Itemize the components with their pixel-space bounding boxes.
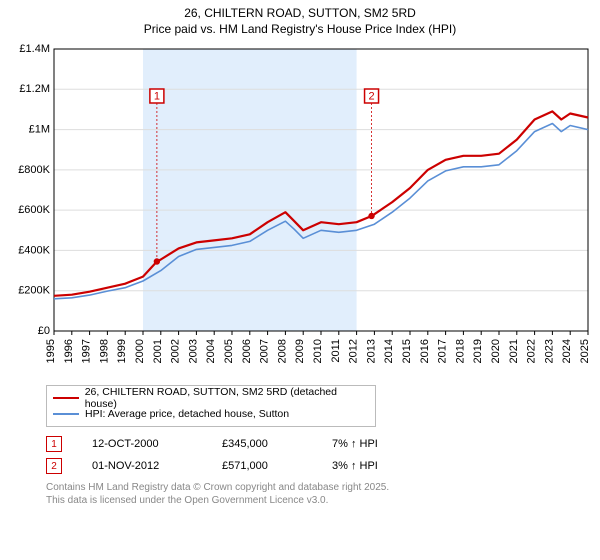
event-date: 01-NOV-2012 bbox=[92, 460, 192, 472]
event-delta: 3% ↑ HPI bbox=[332, 460, 378, 472]
svg-text:£800K: £800K bbox=[18, 164, 50, 176]
event-date: 12-OCT-2000 bbox=[92, 438, 192, 450]
svg-text:2016: 2016 bbox=[419, 339, 431, 363]
title-line2: Price paid vs. HM Land Registry's House … bbox=[8, 22, 592, 38]
svg-text:2010: 2010 bbox=[312, 339, 324, 363]
svg-text:1997: 1997 bbox=[81, 339, 93, 363]
attribution: Contains HM Land Registry data © Crown c… bbox=[46, 481, 592, 507]
svg-text:£400K: £400K bbox=[18, 245, 50, 257]
legend-label: 26, CHILTERN ROAD, SUTTON, SM2 5RD (deta… bbox=[85, 386, 369, 410]
legend-item: 26, CHILTERN ROAD, SUTTON, SM2 5RD (deta… bbox=[53, 390, 369, 406]
chart-svg: £0 £200K £400K £600K £800K £1M £1.2M £1.4M 1995 1… bbox=[8, 41, 592, 381]
svg-text:2014: 2014 bbox=[383, 339, 395, 363]
svg-text:2001: 2001 bbox=[152, 339, 164, 363]
svg-text:2008: 2008 bbox=[276, 339, 288, 363]
svg-text:£1M: £1M bbox=[29, 124, 50, 136]
svg-text:2002: 2002 bbox=[170, 339, 182, 363]
svg-text:£0: £0 bbox=[38, 325, 50, 337]
title-line1: 26, CHILTERN ROAD, SUTTON, SM2 5RD bbox=[8, 6, 592, 22]
chart-title: 26, CHILTERN ROAD, SUTTON, SM2 5RD Price… bbox=[8, 6, 592, 37]
svg-text:2004: 2004 bbox=[205, 339, 217, 363]
svg-text:1995: 1995 bbox=[45, 339, 57, 363]
attribution-line2: This data is licensed under the Open Gov… bbox=[46, 494, 592, 507]
svg-text:2024: 2024 bbox=[561, 339, 573, 363]
legend-swatch bbox=[53, 397, 79, 399]
event-row: 1 12-OCT-2000 £345,000 7% ↑ HPI bbox=[46, 433, 592, 455]
svg-text:2017: 2017 bbox=[437, 339, 449, 363]
svg-text:2009: 2009 bbox=[294, 339, 306, 363]
event-marker-icon: 2 bbox=[46, 458, 62, 474]
svg-text:2003: 2003 bbox=[187, 339, 199, 363]
svg-text:2007: 2007 bbox=[259, 339, 271, 363]
svg-text:£1.2M: £1.2M bbox=[19, 83, 50, 95]
event-table: 1 12-OCT-2000 £345,000 7% ↑ HPI 2 01-NOV… bbox=[46, 433, 592, 477]
attribution-line1: Contains HM Land Registry data © Crown c… bbox=[46, 481, 592, 494]
svg-text:2015: 2015 bbox=[401, 339, 413, 363]
event-price: £345,000 bbox=[222, 438, 302, 450]
svg-text:2006: 2006 bbox=[241, 339, 253, 363]
svg-text:2000: 2000 bbox=[134, 339, 146, 363]
svg-text:2013: 2013 bbox=[365, 339, 377, 363]
svg-text:2: 2 bbox=[368, 91, 374, 103]
svg-text:2020: 2020 bbox=[490, 339, 502, 363]
line-chart: £0 £200K £400K £600K £800K £1M £1.2M £1.4M 1995 1… bbox=[8, 41, 592, 381]
event-row: 2 01-NOV-2012 £571,000 3% ↑ HPI bbox=[46, 455, 592, 477]
event-price: £571,000 bbox=[222, 460, 302, 472]
svg-text:2012: 2012 bbox=[348, 339, 360, 363]
svg-text:£600K: £600K bbox=[18, 204, 50, 216]
svg-text:1996: 1996 bbox=[63, 339, 75, 363]
legend: 26, CHILTERN ROAD, SUTTON, SM2 5RD (deta… bbox=[46, 385, 376, 427]
svg-text:£200K: £200K bbox=[18, 285, 50, 297]
svg-text:2023: 2023 bbox=[543, 339, 555, 363]
svg-text:2025: 2025 bbox=[579, 339, 591, 363]
legend-swatch bbox=[53, 413, 79, 415]
svg-text:1999: 1999 bbox=[116, 339, 128, 363]
svg-text:2022: 2022 bbox=[526, 339, 538, 363]
svg-text:1: 1 bbox=[154, 91, 160, 103]
event-marker-icon: 1 bbox=[46, 436, 62, 452]
svg-text:1998: 1998 bbox=[98, 339, 110, 363]
legend-label: HPI: Average price, detached house, Sutt… bbox=[85, 408, 289, 420]
svg-text:2021: 2021 bbox=[508, 339, 520, 363]
svg-text:2005: 2005 bbox=[223, 339, 235, 363]
event-delta: 7% ↑ HPI bbox=[332, 438, 378, 450]
svg-text:2011: 2011 bbox=[330, 339, 342, 363]
svg-text:2019: 2019 bbox=[472, 339, 484, 363]
svg-text:2018: 2018 bbox=[454, 339, 466, 363]
svg-text:£1.4M: £1.4M bbox=[19, 43, 50, 55]
